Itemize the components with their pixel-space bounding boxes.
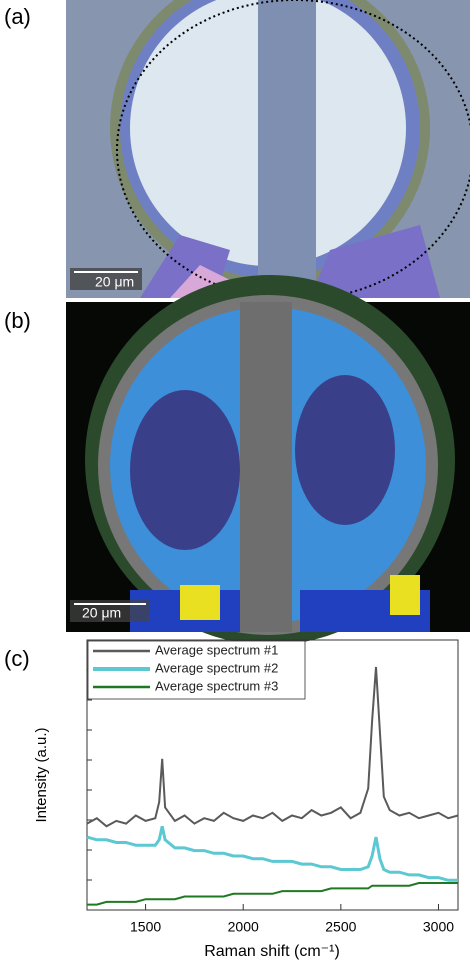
micrograph-a bbox=[66, 0, 470, 300]
panel-label: (a) bbox=[4, 4, 31, 29]
y-minor-ticks bbox=[87, 670, 92, 880]
raman-map-b bbox=[66, 275, 470, 645]
x-axis-label: Raman shift (cm⁻¹) bbox=[204, 943, 340, 960]
legend-label: Average spectrum #1 bbox=[155, 642, 278, 657]
panel-label: (c) bbox=[4, 646, 30, 671]
series-line bbox=[87, 826, 458, 880]
scale-bar-label: 20 μm bbox=[82, 605, 121, 621]
x-tick-label: 2000 bbox=[228, 919, 259, 935]
x-tick-label: 2500 bbox=[325, 919, 356, 935]
y-axis-label: Intensity (a.u.) bbox=[33, 727, 50, 822]
x-tick-label: 3000 bbox=[423, 919, 454, 935]
legend-label: Average spectrum #3 bbox=[155, 678, 278, 693]
panel-label: (b) bbox=[4, 308, 31, 333]
figure: 20 μm (a) 20 μm (b) (c) Intensity (a.u.)… bbox=[0, 0, 470, 969]
x-tick-label: 1500 bbox=[130, 919, 161, 935]
series-line bbox=[87, 883, 458, 905]
legend-label: Average spectrum #2 bbox=[155, 660, 278, 675]
scale-bar-label: 20 μm bbox=[95, 274, 134, 290]
